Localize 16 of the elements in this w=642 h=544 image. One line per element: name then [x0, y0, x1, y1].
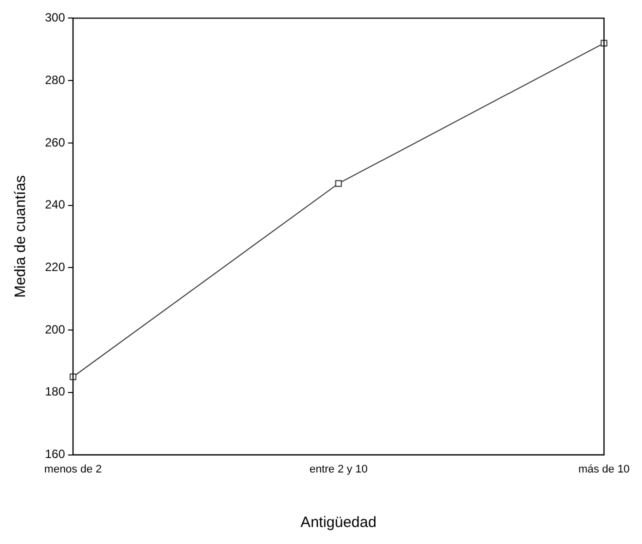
- y-tick-label: 180: [44, 384, 66, 399]
- y-tick-label: 300: [44, 10, 66, 25]
- y-tick-label: 200: [44, 322, 66, 336]
- x-tick-label: más de 10: [578, 463, 630, 476]
- y-tick-label: 260: [44, 135, 66, 150]
- x-axis-title: Antigüedad: [300, 514, 376, 532]
- x-tick-label: entre 2 y 10: [309, 463, 368, 476]
- y-tick-label: 240: [44, 198, 66, 212]
- y-tick-label: 280: [44, 72, 66, 87]
- x-tick-label: menos de 2: [44, 463, 102, 476]
- y-tick-label: 160: [44, 447, 66, 462]
- point: [600, 40, 608, 46]
- point: [70, 374, 76, 380]
- y-tick-label: 220: [44, 260, 66, 274]
- point: [335, 180, 342, 187]
- y-axis-title: Media de cuantías: [12, 175, 30, 298]
